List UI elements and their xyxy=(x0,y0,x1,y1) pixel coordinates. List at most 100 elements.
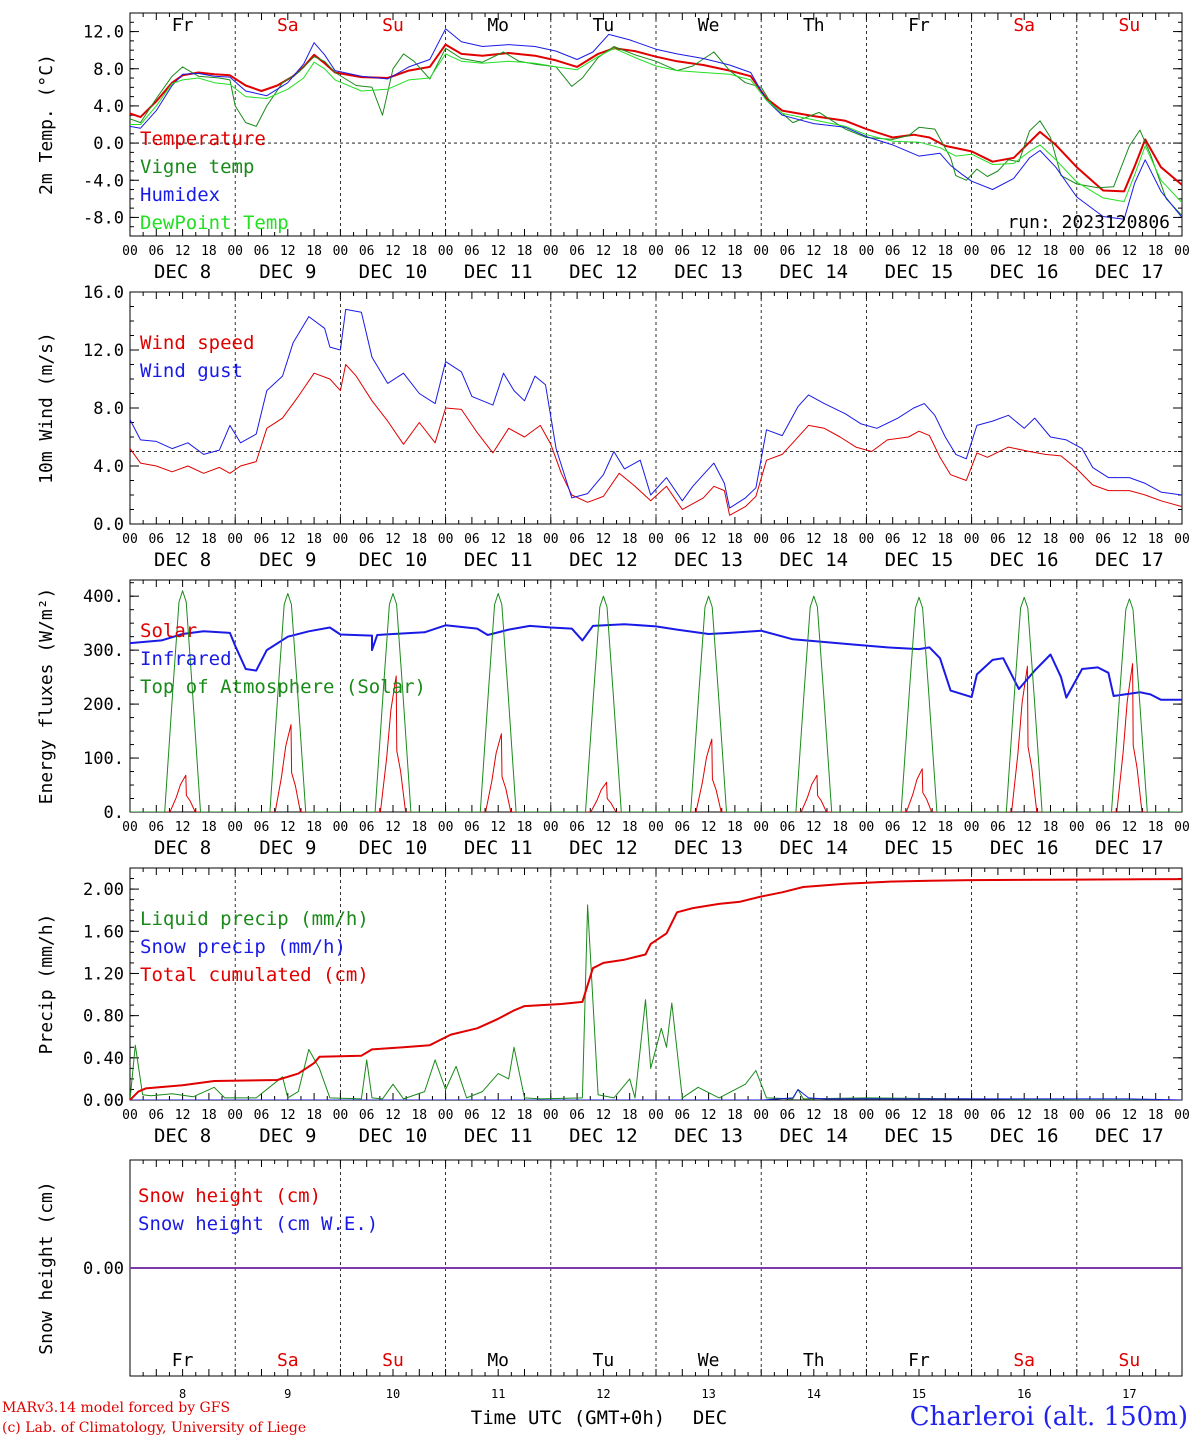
date-label: DEC 14 xyxy=(779,837,848,859)
hour-label: 18 xyxy=(411,532,427,547)
hour-label: 12 xyxy=(175,1108,191,1123)
y-tick-label: 200. xyxy=(83,695,124,715)
date-label: DEC 12 xyxy=(569,837,638,859)
hour-label: 00 xyxy=(543,1108,559,1123)
plot-frame xyxy=(129,12,1183,237)
day-name: Tu xyxy=(593,1350,615,1371)
y-tick-label: 8.0 xyxy=(93,399,124,419)
x-axis-month: DEC xyxy=(693,1407,727,1429)
hour-label: 12 xyxy=(1016,532,1032,547)
hour-label: 18 xyxy=(517,532,533,547)
date-label: DEC 10 xyxy=(359,1125,428,1147)
hour-label: 12 xyxy=(385,1108,401,1123)
hour-label: 00 xyxy=(753,244,769,259)
hour-label: 06 xyxy=(1095,532,1111,547)
date-label: DEC 17 xyxy=(1095,549,1164,571)
date-label: DEC 13 xyxy=(674,549,743,571)
hour-label: 06 xyxy=(990,532,1006,547)
hour-label: 00 xyxy=(122,820,138,835)
hour-label: 18 xyxy=(411,1108,427,1123)
hour-label: 06 xyxy=(780,820,796,835)
hour-label: 00 xyxy=(1069,244,1085,259)
date-label: DEC 10 xyxy=(359,261,428,283)
hour-label: 06 xyxy=(359,820,375,835)
hour-label: 18 xyxy=(201,532,217,547)
hour-label: 18 xyxy=(1043,244,1059,259)
hour-label: 06 xyxy=(780,1108,796,1123)
y-tick-label: 4.0 xyxy=(93,97,124,117)
hour-label: 18 xyxy=(1148,244,1164,259)
day-number: 17 xyxy=(1122,1387,1136,1401)
hour-label: 18 xyxy=(306,820,322,835)
date-label: DEC 17 xyxy=(1095,1125,1164,1147)
day-name: Su xyxy=(382,1350,404,1371)
panel-2: 16.0 12.0 8.0 4.0 0.0 10m Wind (m/s) Wind spee… xyxy=(36,283,1190,571)
hour-label: 18 xyxy=(201,1108,217,1123)
hour-label: 00 xyxy=(438,244,454,259)
panel-4: 2.00 1.60 1.20 0.80 0.40 0.00 Precip (mm/h) Liq… xyxy=(36,867,1190,1147)
hour-label: 00 xyxy=(648,244,664,259)
legend-entry: Top of Atmosphere (Solar) xyxy=(140,676,426,698)
hour-label: 00 xyxy=(543,244,559,259)
date-label: DEC 14 xyxy=(779,549,848,571)
date-label: DEC 17 xyxy=(1095,837,1164,859)
hour-label: 00 xyxy=(964,532,980,547)
series-layer xyxy=(130,878,1182,1100)
date-label: DEC 13 xyxy=(674,1125,743,1147)
hour-label: 00 xyxy=(543,532,559,547)
lab-credit: (c) Lab. of Climatology, University of L… xyxy=(2,1420,307,1436)
hour-label: 06 xyxy=(464,820,480,835)
hour-label: 12 xyxy=(701,820,717,835)
date-label: DEC 12 xyxy=(569,549,638,571)
day-name: Mo xyxy=(487,15,509,36)
hour-label: 00 xyxy=(1069,820,1085,835)
y-tick-label: 0.40 xyxy=(83,1049,124,1069)
day-name: We xyxy=(698,1350,720,1371)
day-name: Th xyxy=(803,15,825,36)
date-label: DEC 16 xyxy=(990,1125,1059,1147)
hour-label: 00 xyxy=(333,244,349,259)
hour-label: 18 xyxy=(306,1108,322,1123)
y-tick-label: 300. xyxy=(83,641,124,661)
hour-label: 06 xyxy=(885,820,901,835)
date-label: DEC 11 xyxy=(464,837,533,859)
hour-label: 00 xyxy=(1069,1108,1085,1123)
hour-label: 18 xyxy=(622,820,638,835)
hour-label: 00 xyxy=(122,532,138,547)
hour-label: 06 xyxy=(674,244,690,259)
hour-label: 18 xyxy=(832,532,848,547)
hour-label: 12 xyxy=(911,1108,927,1123)
hour-label: 06 xyxy=(1095,820,1111,835)
hour-label: 12 xyxy=(596,820,612,835)
hour-label: 00 xyxy=(859,1108,875,1123)
date-label: DEC 8 xyxy=(154,549,211,571)
hour-label: 18 xyxy=(517,1108,533,1123)
y-tick-label: 16.0 xyxy=(83,283,124,303)
hour-label: 06 xyxy=(1095,1108,1111,1123)
hour-label: 06 xyxy=(569,1108,585,1123)
hour-label: 12 xyxy=(1122,820,1138,835)
series-solar xyxy=(130,663,1182,812)
hour-label: 12 xyxy=(490,244,506,259)
y-tick-label: 100. xyxy=(83,749,124,769)
day-number: 10 xyxy=(386,1387,400,1401)
hour-label: 12 xyxy=(385,820,401,835)
y-tick-label: 0.0 xyxy=(93,515,124,535)
hour-label: 06 xyxy=(254,1108,270,1123)
y-tick-label: 8.0 xyxy=(93,60,124,80)
day-number: 8 xyxy=(179,1387,186,1401)
hour-label: 18 xyxy=(832,820,848,835)
day-name: Su xyxy=(382,15,404,36)
hour-label: 18 xyxy=(1043,1108,1059,1123)
day-name: Fr xyxy=(908,1350,930,1371)
hour-label: 12 xyxy=(175,532,191,547)
hour-label: 00 xyxy=(227,532,243,547)
hour-label: 00 xyxy=(438,820,454,835)
legend-entry: Solar xyxy=(140,620,197,642)
day-number: 12 xyxy=(596,1387,610,1401)
date-label: DEC 15 xyxy=(885,1125,954,1147)
hour-label: 18 xyxy=(727,532,743,547)
hour-label: 06 xyxy=(148,532,164,547)
date-label: DEC 15 xyxy=(885,837,954,859)
legend-entry: Snow height (cm W.E.) xyxy=(138,1213,378,1235)
